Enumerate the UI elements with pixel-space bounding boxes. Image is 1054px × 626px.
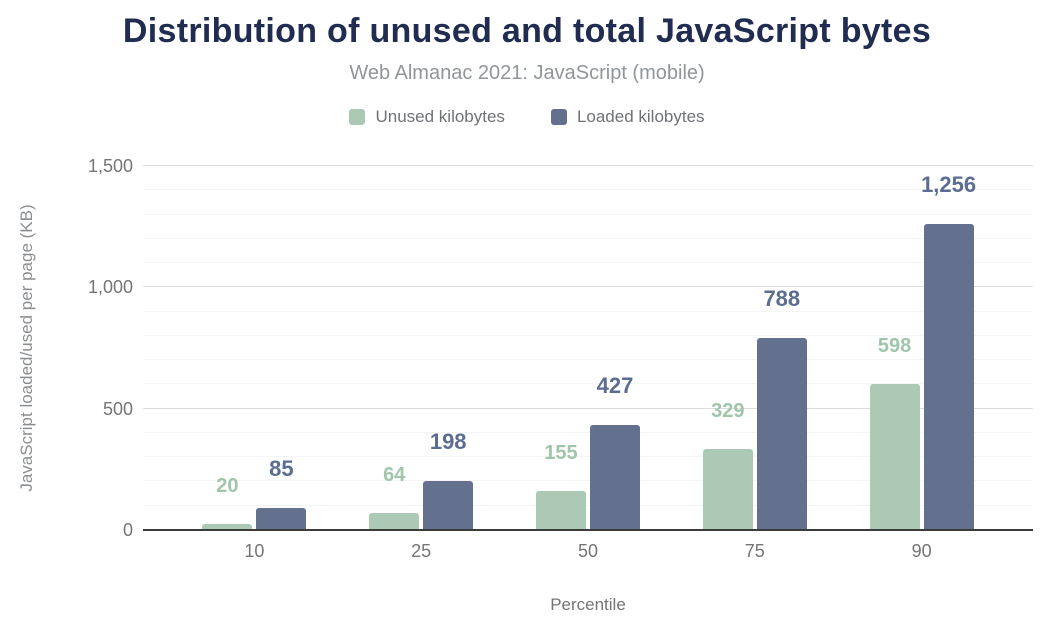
bar-loaded-p75[interactable] bbox=[756, 337, 807, 529]
gridline-100 bbox=[143, 504, 1033, 506]
bar-value-label-unused-p90: 598 bbox=[877, 334, 912, 357]
gridline-1200 bbox=[143, 237, 1033, 239]
bar-unused-p25[interactable] bbox=[369, 513, 420, 529]
bar-loaded-p90[interactable] bbox=[923, 224, 974, 529]
y-axis-title: JavaScript loaded/used per page (KB) bbox=[17, 204, 36, 492]
y-tick-1000: 1,000 bbox=[87, 277, 133, 298]
bar-value-label-loaded-p90: 1,256 bbox=[921, 172, 977, 198]
bar-value-label-loaded-p25: 198 bbox=[429, 428, 467, 454]
x-tick-75: 75 bbox=[744, 541, 765, 561]
gridline-500 bbox=[143, 407, 1033, 409]
gridline-1100 bbox=[143, 262, 1033, 264]
bar-value-label-unused-p50: 155 bbox=[544, 442, 578, 465]
chart-title: Distribution of unused and total JavaScr… bbox=[122, 12, 932, 50]
y-tick-0: 0 bbox=[122, 520, 133, 540]
bar-unused-p75[interactable] bbox=[702, 449, 753, 529]
x-tick-90: 90 bbox=[911, 541, 932, 561]
gridline-300 bbox=[143, 456, 1033, 458]
x-tick-10: 10 bbox=[244, 541, 265, 561]
gridline-600 bbox=[143, 383, 1033, 385]
bar-value-label-loaded-p50: 427 bbox=[596, 373, 634, 399]
legend-label-loaded: Loaded kilobytes bbox=[576, 107, 705, 126]
x-axis-title: Percentile bbox=[550, 595, 626, 614]
x-axis-line bbox=[143, 529, 1033, 531]
gridline-400 bbox=[143, 431, 1033, 433]
gridline-1000 bbox=[143, 286, 1033, 288]
gridline-1400 bbox=[143, 189, 1033, 191]
x-tick-25: 25 bbox=[411, 541, 432, 561]
bar-unused-p90[interactable] bbox=[869, 383, 920, 529]
gridline-200 bbox=[143, 480, 1033, 482]
bar-loaded-p10[interactable] bbox=[256, 508, 307, 529]
gridline-800 bbox=[143, 334, 1033, 336]
y-tick-1500: 1,500 bbox=[87, 156, 133, 176]
plot-area: 20 85 64 198 155 427 329 788 598 1,256 bbox=[143, 165, 1033, 531]
x-tick-50: 50 bbox=[577, 541, 599, 561]
bar-value-label-loaded-p75: 788 bbox=[763, 285, 801, 311]
bar-value-label-unused-p10: 20 bbox=[216, 475, 239, 498]
bar-value-label-unused-p25: 64 bbox=[383, 464, 406, 487]
bar-value-label-unused-p75: 329 bbox=[711, 400, 745, 423]
gridline-1500 bbox=[143, 165, 1033, 166]
gridline-700 bbox=[143, 359, 1033, 361]
bar-loaded-p50[interactable] bbox=[590, 425, 640, 529]
legend-item-unused[interactable]: Unused kilobytes bbox=[349, 107, 505, 127]
bar-loaded-p25[interactable] bbox=[423, 480, 474, 529]
gridline-1300 bbox=[143, 213, 1033, 215]
bar-unused-p50[interactable] bbox=[536, 491, 586, 529]
legend-swatch-loaded-icon bbox=[550, 109, 567, 125]
chart-subtitle: Web Almanac 2021: JavaScript (mobile) bbox=[349, 62, 705, 84]
y-tick-500: 500 bbox=[102, 398, 133, 419]
bar-value-label-loaded-p10: 85 bbox=[269, 456, 294, 482]
legend-label-unused: Unused kilobytes bbox=[375, 107, 505, 126]
gridline-900 bbox=[143, 310, 1033, 312]
legend-swatch-unused-icon bbox=[349, 109, 366, 125]
chart-legend: Unused kilobytes Loaded kilobytes bbox=[0, 107, 1054, 127]
bar-unused-p10[interactable] bbox=[202, 524, 253, 529]
legend-item-loaded[interactable]: Loaded kilobytes bbox=[550, 107, 705, 127]
